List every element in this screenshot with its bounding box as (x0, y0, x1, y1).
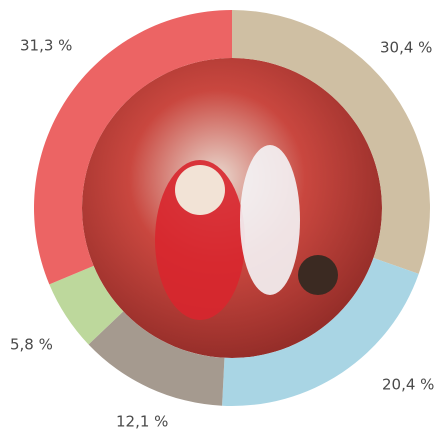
chart: 30,4 % 20,4 % 12,1 % 5,8 % 31,3 % (0, 0, 436, 433)
value-label: 5,8 % (10, 336, 53, 354)
value-label: 30,4 % (380, 39, 432, 57)
value-label: 20,4 % (382, 376, 434, 394)
photo-figure (175, 165, 225, 215)
photo-figure (240, 145, 300, 295)
value-label: 12,1 % (116, 413, 168, 431)
photo-figure (298, 255, 338, 295)
value-label: 31,3 % (20, 37, 72, 55)
